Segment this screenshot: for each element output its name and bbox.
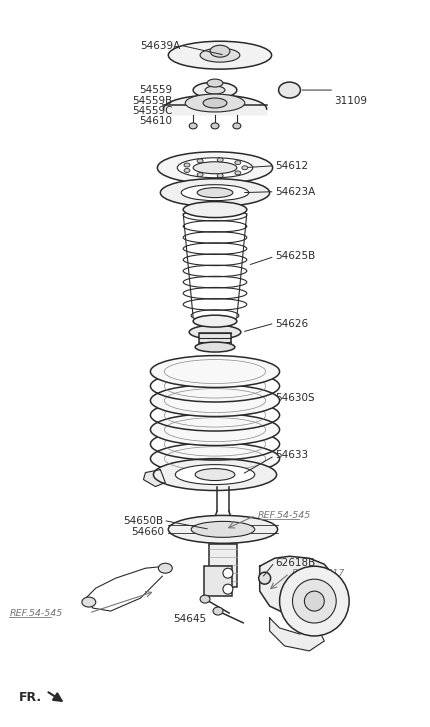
Text: 31109: 31109 — [335, 96, 368, 105]
Ellipse shape — [200, 48, 240, 62]
Ellipse shape — [184, 169, 190, 172]
Ellipse shape — [191, 521, 255, 537]
Text: REF.54-545: REF.54-545 — [9, 608, 63, 617]
Ellipse shape — [279, 82, 301, 98]
Ellipse shape — [150, 356, 280, 387]
Ellipse shape — [193, 162, 237, 174]
Ellipse shape — [158, 563, 172, 573]
Text: REF.54-545: REF.54-545 — [258, 511, 311, 520]
Ellipse shape — [235, 171, 241, 175]
Ellipse shape — [223, 569, 233, 578]
Ellipse shape — [184, 163, 190, 167]
Text: 54559: 54559 — [139, 86, 172, 95]
Ellipse shape — [175, 465, 255, 484]
Ellipse shape — [157, 152, 273, 184]
Text: 54626: 54626 — [275, 318, 308, 329]
Text: 54559C: 54559C — [132, 105, 172, 116]
Ellipse shape — [189, 123, 197, 129]
Ellipse shape — [213, 607, 223, 615]
Ellipse shape — [189, 325, 241, 339]
Bar — [199, 333, 231, 347]
Text: FR.: FR. — [19, 691, 43, 704]
Ellipse shape — [150, 385, 280, 417]
Bar — [212, 519, 234, 539]
Text: 54623A: 54623A — [275, 187, 315, 197]
Ellipse shape — [205, 86, 225, 94]
Ellipse shape — [203, 98, 227, 108]
Ellipse shape — [211, 123, 219, 129]
Text: 54660: 54660 — [131, 526, 164, 537]
Bar — [204, 566, 232, 596]
Ellipse shape — [197, 188, 233, 198]
Bar — [214, 535, 232, 543]
Ellipse shape — [82, 597, 96, 607]
Text: 54645: 54645 — [173, 614, 206, 624]
Ellipse shape — [233, 123, 241, 129]
Ellipse shape — [177, 158, 253, 177]
Ellipse shape — [200, 595, 210, 603]
Ellipse shape — [210, 45, 230, 57]
Ellipse shape — [150, 443, 280, 475]
Polygon shape — [260, 556, 339, 618]
Ellipse shape — [150, 414, 280, 446]
Polygon shape — [163, 95, 267, 115]
Ellipse shape — [242, 166, 248, 169]
Bar — [209, 544, 237, 587]
Ellipse shape — [235, 161, 241, 164]
Text: 54612: 54612 — [275, 161, 308, 171]
Text: 54633: 54633 — [275, 451, 308, 460]
Ellipse shape — [185, 94, 245, 112]
Text: 54625B: 54625B — [275, 252, 315, 261]
Ellipse shape — [304, 591, 324, 611]
Ellipse shape — [181, 185, 249, 201]
Ellipse shape — [168, 41, 272, 69]
Text: 54639A: 54639A — [141, 41, 181, 52]
Text: 54630S: 54630S — [275, 393, 314, 403]
Ellipse shape — [195, 469, 235, 481]
Ellipse shape — [223, 585, 233, 594]
Ellipse shape — [207, 79, 223, 87]
Ellipse shape — [195, 342, 235, 352]
Polygon shape — [270, 618, 324, 651]
Ellipse shape — [168, 515, 278, 543]
Ellipse shape — [154, 459, 276, 491]
Ellipse shape — [217, 158, 223, 162]
Ellipse shape — [160, 179, 270, 206]
Text: REF.50-517: REF.50-517 — [292, 569, 345, 578]
Text: 54559B: 54559B — [132, 96, 172, 105]
Ellipse shape — [183, 201, 247, 217]
Text: 54650B: 54650B — [123, 515, 164, 526]
Text: 54610: 54610 — [139, 116, 172, 126]
Ellipse shape — [193, 82, 237, 98]
Polygon shape — [144, 470, 165, 486]
Ellipse shape — [217, 174, 223, 177]
Ellipse shape — [193, 316, 237, 327]
Ellipse shape — [197, 172, 203, 177]
Ellipse shape — [280, 566, 349, 636]
Text: 62618B: 62618B — [275, 558, 315, 568]
Ellipse shape — [259, 572, 270, 585]
Ellipse shape — [292, 579, 336, 623]
Ellipse shape — [197, 159, 203, 163]
